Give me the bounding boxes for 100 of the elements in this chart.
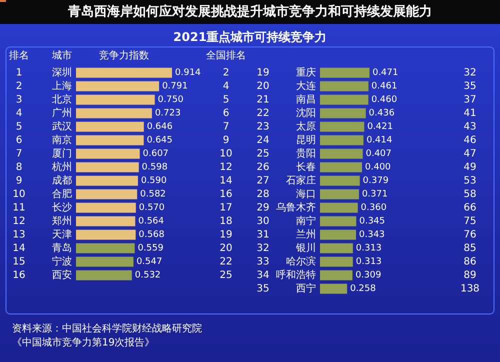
y-tick-label: 厦门 [52, 147, 72, 160]
data-label: 0.343 [359, 230, 385, 240]
bar [320, 270, 352, 280]
bar [320, 108, 366, 118]
y-axis-title: 城市 [51, 50, 72, 62]
text: 24 [256, 134, 270, 146]
y-tick-label: 郑州 [52, 214, 72, 227]
text: 33 [256, 256, 270, 268]
text: 17 [220, 202, 232, 214]
y-tick-label: 武汉 [52, 120, 72, 132]
text: 58 [464, 188, 476, 200]
text: 5 [16, 121, 22, 132]
text: 34 [256, 270, 270, 281]
text: 30 [256, 216, 270, 227]
text: 4 [222, 80, 230, 92]
y-tick-label: 青岛 [52, 242, 72, 254]
text: 12 [12, 216, 26, 227]
data-label: 0.414 [366, 135, 393, 146]
text: 76 [464, 229, 476, 240]
y-tick-label: 银川 [295, 242, 316, 254]
bar [76, 202, 136, 213]
text: 25 [220, 270, 232, 281]
data-label: 0.791 [162, 81, 188, 92]
text: 14 [12, 242, 26, 254]
data-label: 0.258 [350, 284, 376, 294]
text: 9 [222, 134, 230, 146]
y-tick-label: 长沙 [52, 201, 72, 214]
bar [320, 256, 353, 267]
text: 2 [16, 80, 22, 92]
text: 32 [464, 67, 476, 78]
text: 全国排名 [206, 50, 246, 62]
text: 2 [222, 67, 230, 78]
y-tick-label: 南宁 [296, 214, 316, 227]
text: 75 [464, 216, 476, 227]
bar [76, 230, 136, 240]
bar [320, 284, 348, 294]
bar [320, 243, 353, 254]
y-tick-label: 上海 [52, 80, 72, 92]
y-tick-label: 哈尔滨 [286, 255, 316, 268]
text: 85 [464, 242, 476, 254]
data-label: 0.564 [138, 216, 164, 226]
data-label: 0.750 [158, 94, 184, 105]
text: 27 [256, 175, 270, 186]
y-tick-label: 兰州 [296, 228, 316, 240]
y-tick-label: 南京 [52, 134, 72, 146]
bar [320, 148, 363, 159]
bar [76, 148, 140, 159]
bar [76, 162, 139, 172]
y-tick-label: 天津 [52, 228, 72, 240]
data-label: 0.421 [367, 122, 393, 132]
text: 10 [220, 148, 232, 160]
text: 29 [256, 202, 270, 214]
data-label: 0.645 [146, 135, 173, 146]
text: 15 [12, 256, 26, 268]
text: 《中国城市竞争力第19次报告》 [12, 336, 155, 348]
data-label: 0.568 [138, 230, 165, 240]
text: 32 [256, 242, 270, 254]
data-label: 0.436 [368, 108, 395, 118]
text: 31 [256, 229, 270, 240]
data-label: 0.313 [356, 243, 382, 254]
bar [320, 162, 362, 172]
y-tick-label: 石家庄 [286, 174, 316, 186]
y-tick-label: 重庆 [296, 66, 316, 78]
text: 25 [256, 148, 270, 160]
text: 3 [16, 94, 22, 106]
y-tick-label: 太原 [296, 120, 316, 132]
text: 49 [464, 162, 476, 173]
text: 46 [464, 134, 476, 146]
y-tick-label: 沈阳 [296, 106, 316, 119]
text: 9 [16, 175, 22, 186]
data-label: 0.607 [142, 148, 169, 159]
data-label: 0.460 [371, 94, 398, 105]
y-tick-label: 海口 [296, 188, 316, 200]
text: 35 [256, 283, 270, 294]
text: 16 [220, 188, 232, 200]
y-tick-label: 乌鲁木齐 [276, 201, 316, 214]
y-tick-label: 杭州 [51, 160, 72, 173]
bar [76, 94, 155, 105]
data-label: 0.570 [138, 202, 165, 213]
bar [76, 189, 138, 200]
text: 22 [220, 256, 232, 268]
text: 资料来源：中国社会科学院财经战略研究院 [12, 322, 202, 334]
bar [76, 243, 135, 254]
y-tick-label: 广州 [52, 106, 72, 119]
data-label: 0.371 [362, 189, 388, 200]
data-label: 0.407 [366, 148, 392, 159]
y-tick-label: 合肥 [52, 188, 72, 200]
bar [76, 81, 160, 92]
data-label: 0.723 [154, 108, 181, 118]
bar [320, 122, 364, 132]
text: 13 [12, 229, 26, 240]
text: 11 [12, 202, 26, 214]
text: 排名 [9, 50, 29, 62]
text: 47 [464, 148, 476, 160]
text: 21 [256, 94, 270, 106]
y-tick-label: 西宁 [296, 282, 316, 294]
text: 10 [12, 188, 26, 200]
data-label: 0.646 [146, 122, 173, 132]
bar [76, 122, 144, 132]
bar [76, 176, 138, 186]
